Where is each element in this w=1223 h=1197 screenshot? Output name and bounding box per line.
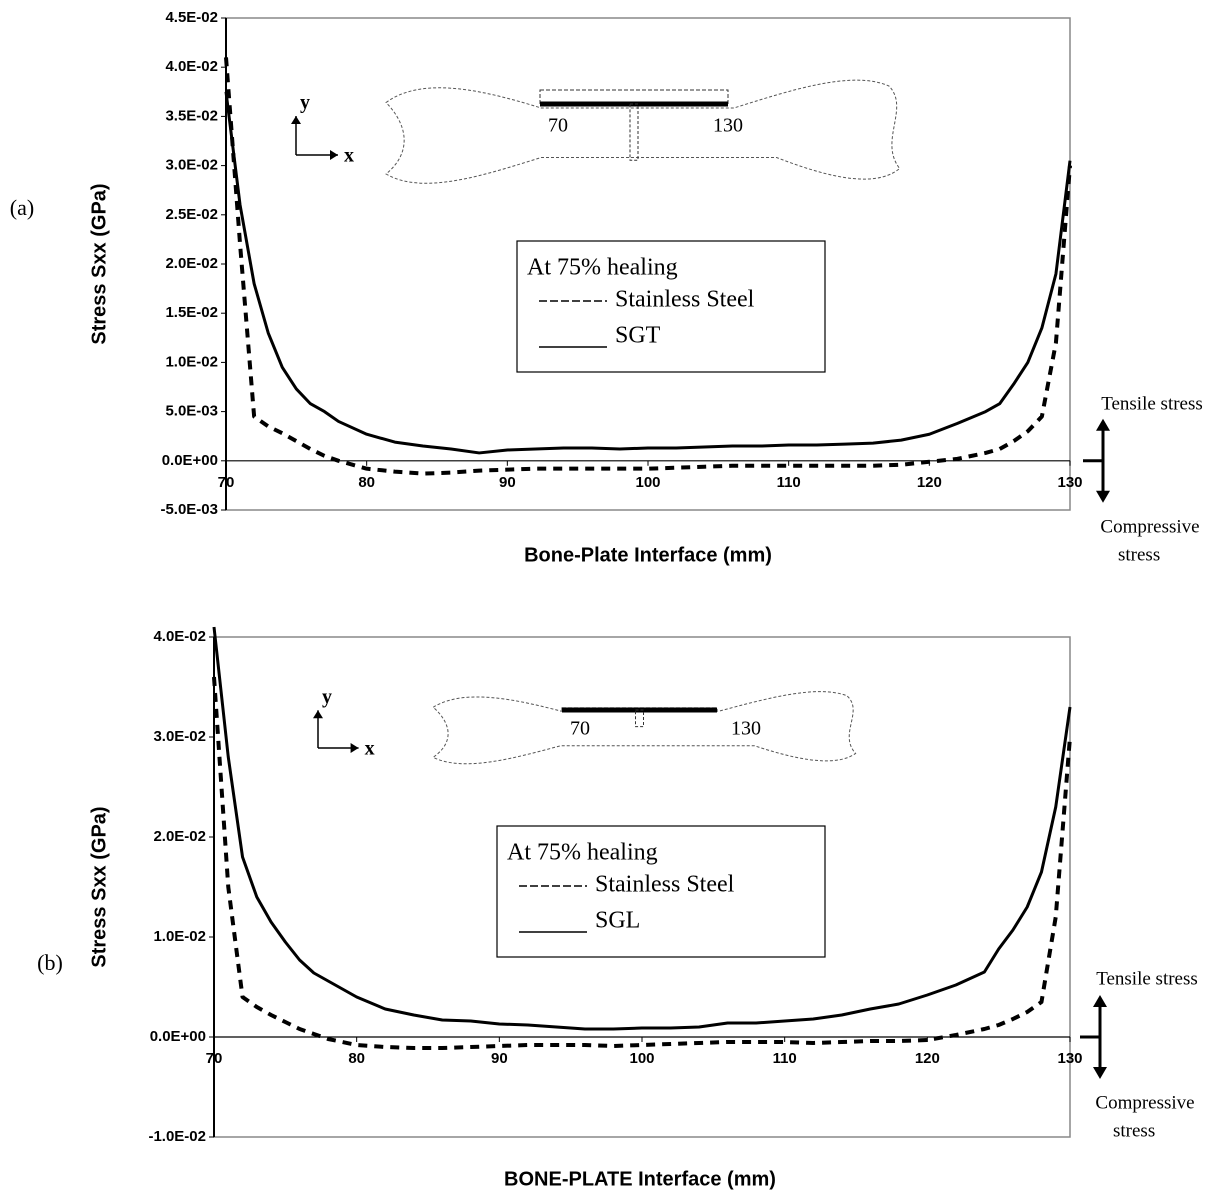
- legend-label: Stainless Steel: [595, 872, 735, 898]
- legend-label: SGT: [615, 323, 661, 349]
- y-tick-label: 0.0E+00: [162, 452, 218, 469]
- arrow-head: [291, 116, 301, 124]
- x-tick-label: 70: [218, 474, 235, 491]
- y-tick-label: -5.0E-03: [160, 501, 218, 518]
- x-tick-label: 120: [917, 474, 942, 491]
- x-tick-label: 130: [1057, 1050, 1082, 1067]
- fracture-gap: [635, 709, 644, 728]
- arrow-head: [1093, 1067, 1107, 1079]
- x-tick-label: 110: [777, 474, 801, 491]
- y-tick-label: 5.0E-03: [165, 403, 218, 420]
- arrow-head: [1096, 418, 1110, 431]
- y-tick-label: 1.0E-02: [153, 928, 206, 945]
- x-tick-label: 110: [773, 1050, 797, 1067]
- y-tick-label: 2.0E-02: [153, 828, 206, 845]
- arrow-head: [1096, 490, 1110, 503]
- fracture-gap: [629, 103, 639, 161]
- x-tick-label: 70: [206, 1050, 223, 1067]
- legend-label: Stainless Steel: [615, 287, 755, 313]
- y-tick-label: 0.0E+00: [150, 1028, 206, 1045]
- legend-title: At 75% healing: [527, 255, 678, 281]
- axis-label-y: y: [322, 686, 332, 708]
- bone-outline: [433, 692, 855, 764]
- x-tick-label: 90: [491, 1050, 508, 1067]
- plate-end-label: 130: [731, 718, 761, 740]
- plate-end-label: 70: [548, 115, 568, 137]
- series-line: [224, 57, 1072, 476]
- x-tick-label: 80: [348, 1050, 365, 1067]
- y-tick-label: 3.0E-02: [153, 728, 206, 745]
- legend-box: [516, 240, 826, 373]
- axis-label-x: x: [344, 145, 354, 167]
- y-axis-title: Stress Sxx (GPa): [88, 806, 110, 967]
- arrow-head: [350, 743, 359, 753]
- y-tick-label: 4.0E-02: [153, 628, 206, 645]
- x-axis-title: BONE-PLATE Interface (mm): [504, 1168, 776, 1190]
- axis-label-x: x: [365, 738, 375, 760]
- legend-label: SGL: [595, 908, 640, 934]
- y-tick-label: 3.0E-02: [165, 157, 218, 174]
- y-axis-title: Stress Sxx (GPa): [88, 183, 110, 344]
- compressive-label: Compressive: [1095, 1092, 1194, 1113]
- y-tick-label: -1.0E-02: [148, 1128, 206, 1145]
- arrow-head: [330, 150, 338, 160]
- y-tick-label: 2.0E-02: [165, 255, 218, 272]
- legend-box: [496, 825, 826, 958]
- y-tick-label: 4.0E-02: [165, 58, 218, 75]
- arrow-head: [313, 710, 323, 719]
- x-tick-label: 120: [915, 1050, 940, 1067]
- y-tick-label: 1.0E-02: [165, 353, 218, 370]
- arrow-head: [1093, 995, 1107, 1007]
- tensile-label: Tensile stress: [1096, 968, 1198, 989]
- axis-label-y: y: [300, 92, 310, 114]
- panel-label: (b): [37, 950, 63, 975]
- x-tick-label: 90: [499, 474, 516, 491]
- compressive-label: stress: [1118, 544, 1160, 565]
- plate-end-label: 130: [713, 115, 743, 137]
- y-tick-label: 2.5E-02: [165, 206, 218, 223]
- series-line: [212, 676, 1072, 1050]
- series-line: [212, 626, 1072, 1031]
- legend-title: At 75% healing: [507, 840, 658, 866]
- x-tick-label: 100: [629, 1050, 654, 1067]
- x-tick-label: 100: [635, 474, 660, 491]
- y-tick-label: 1.5E-02: [165, 304, 218, 321]
- compressive-label: stress: [1113, 1120, 1155, 1141]
- series-line: [224, 91, 1072, 455]
- tensile-label: Tensile stress: [1101, 393, 1203, 414]
- compressive-label: Compressive: [1100, 516, 1199, 537]
- y-tick-label: 3.5E-02: [165, 107, 218, 124]
- y-tick-label: 4.5E-02: [165, 9, 218, 26]
- x-axis-title: Bone-Plate Interface (mm): [524, 544, 772, 566]
- plate-end-label: 70: [570, 718, 590, 740]
- x-tick-label: 130: [1057, 474, 1082, 491]
- x-tick-label: 80: [358, 474, 375, 491]
- panel-label: (a): [10, 195, 34, 220]
- bone-outline: [386, 80, 900, 183]
